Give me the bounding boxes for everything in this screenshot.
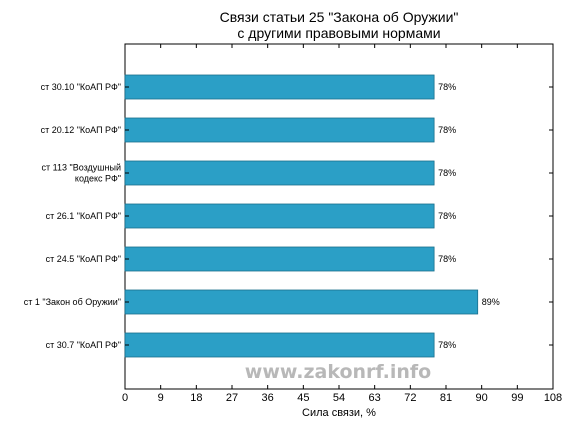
- watermark-text: www.zakonrf.info: [245, 361, 431, 383]
- x-tick-label: 27: [226, 392, 238, 404]
- bar: [124, 74, 435, 100]
- y-category-label: ст 24.5 "КоАП РФ": [46, 254, 121, 264]
- bar-value-label: 78%: [438, 125, 456, 135]
- y-axis: ст 30.10 "КоАП РФ" ст 20.12 "КоАП РФ" ст 1…: [24, 82, 553, 350]
- x-tick-label: 81: [440, 392, 452, 404]
- x-tick-label: 9: [158, 392, 164, 404]
- x-tick-label: 54: [333, 392, 345, 404]
- x-axis: 0 9 18 27 36 45 54 63 72 81 90 99 108: [122, 44, 562, 404]
- y-category-label: ст 26.1 "КоАП РФ": [46, 211, 121, 221]
- bar: [124, 246, 435, 272]
- bars-layer: 78% 78% 78% 78% 78% 89% 78%: [124, 74, 500, 358]
- bar-value-label: 78%: [438, 168, 456, 178]
- bar-value-label: 78%: [438, 340, 456, 350]
- bar-value-label: 78%: [438, 254, 456, 264]
- y-category-label: ст 1 "Закон об Оружии": [24, 297, 121, 307]
- x-tick-label: 18: [190, 392, 202, 404]
- x-tick-label: 0: [122, 392, 128, 404]
- x-tick-label: 90: [476, 392, 488, 404]
- x-tick-label: 63: [369, 392, 381, 404]
- bar: [124, 117, 435, 143]
- bar: [124, 203, 435, 229]
- x-tick-label: 36: [262, 392, 274, 404]
- y-category-label: ст 20.12 "КоАП РФ": [41, 125, 121, 135]
- y-category-label: ст 113 "Воздушный: [42, 163, 121, 173]
- y-category-label: кодекс РФ": [75, 174, 121, 184]
- x-axis-label: Сила связи, %: [302, 407, 376, 419]
- chart-title-line-2: с другими правовыми нормами: [237, 25, 440, 41]
- bar-value-label: 89%: [482, 297, 500, 307]
- bar: [124, 160, 435, 186]
- y-category-label: ст 30.7 "КоАП РФ": [46, 340, 121, 350]
- chart-title-line-1: Связи статьи 25 "Закона об Оружии": [220, 9, 459, 25]
- bar-value-label: 78%: [438, 82, 456, 92]
- x-tick-label: 108: [544, 392, 562, 404]
- x-tick-label: 99: [511, 392, 523, 404]
- y-category-label: ст 30.10 "КоАП РФ": [41, 82, 121, 92]
- bar: [124, 332, 435, 358]
- bar-value-label: 78%: [438, 211, 456, 221]
- x-tick-label: 45: [297, 392, 309, 404]
- bar: [124, 289, 479, 315]
- x-tick-label: 72: [404, 392, 416, 404]
